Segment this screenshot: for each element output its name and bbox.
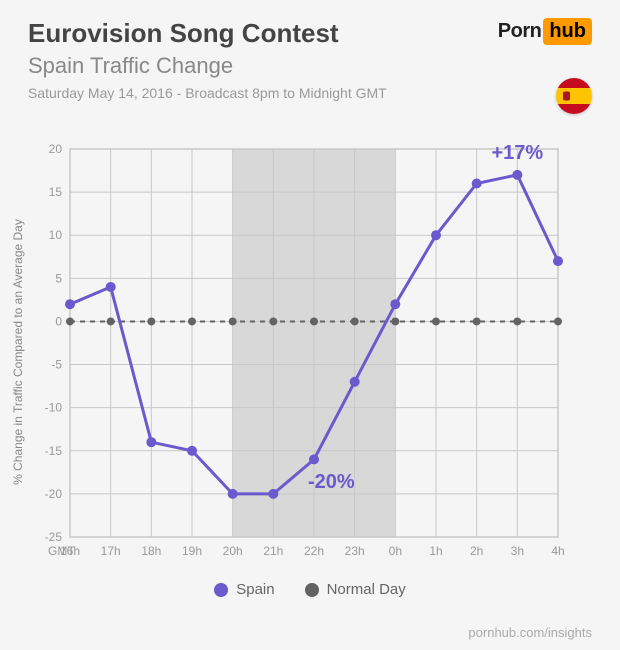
y-tick-label: -15 xyxy=(45,444,63,458)
brand-logo: Porn hub xyxy=(498,18,592,45)
legend-swatch-icon xyxy=(214,583,228,597)
x-tick-label: 19h xyxy=(182,544,202,558)
series-marker xyxy=(188,317,196,325)
series-marker xyxy=(66,317,74,325)
y-tick-label: 5 xyxy=(55,271,62,285)
series-marker xyxy=(146,437,156,447)
series-marker xyxy=(473,317,481,325)
series-marker xyxy=(147,317,155,325)
chart-container: % Change in Traffic Compared to an Avera… xyxy=(28,137,592,567)
legend-label: Normal Day xyxy=(327,581,406,598)
series-marker xyxy=(391,317,399,325)
legend-swatch-icon xyxy=(305,583,319,597)
logo-text-1: Porn xyxy=(498,20,542,43)
legend-label: Spain xyxy=(236,581,274,598)
traffic-chart: -25-20-15-10-50510152016h17h18h19h20h21h… xyxy=(28,137,568,567)
chart-callout: -20% xyxy=(308,471,355,493)
y-tick-label: -25 xyxy=(45,530,63,544)
x-axis-prefix: GMT xyxy=(48,544,75,558)
series-marker xyxy=(106,282,116,292)
x-tick-label: 3h xyxy=(511,544,524,558)
x-tick-label: 18h xyxy=(141,544,161,558)
x-tick-label: 0h xyxy=(389,544,402,558)
series-marker xyxy=(65,299,75,309)
y-tick-label: -10 xyxy=(45,401,63,415)
x-tick-label: 1h xyxy=(429,544,442,558)
series-marker xyxy=(350,377,360,387)
legend-item: Spain xyxy=(214,581,274,598)
header: Eurovision Song Contest Spain Traffic Ch… xyxy=(0,0,620,111)
x-tick-label: 17h xyxy=(101,544,121,558)
series-marker xyxy=(553,256,563,266)
spain-flag-icon xyxy=(556,78,592,114)
series-marker xyxy=(554,317,562,325)
series-marker xyxy=(513,317,521,325)
legend-item: Normal Day xyxy=(305,581,406,598)
x-tick-label: 22h xyxy=(304,544,324,558)
series-marker xyxy=(431,230,441,240)
x-tick-label: 2h xyxy=(470,544,483,558)
series-marker xyxy=(432,317,440,325)
series-marker xyxy=(228,489,238,499)
page-subtitle: Spain Traffic Change xyxy=(28,53,592,79)
series-marker xyxy=(310,317,318,325)
chart-callout: +17% xyxy=(491,142,543,164)
y-tick-label: -5 xyxy=(51,358,62,372)
y-axis-title: % Change in Traffic Compared to an Avera… xyxy=(11,219,25,485)
y-tick-label: 0 xyxy=(55,314,62,328)
series-marker xyxy=(390,299,400,309)
x-tick-label: 20h xyxy=(223,544,243,558)
series-marker xyxy=(309,454,319,464)
series-marker xyxy=(351,317,359,325)
series-marker xyxy=(269,317,277,325)
footer-credit: pornhub.com/insights xyxy=(468,625,592,640)
series-marker xyxy=(268,489,278,499)
series-marker xyxy=(472,178,482,188)
y-tick-label: 15 xyxy=(49,185,63,199)
x-tick-label: 21h xyxy=(263,544,283,558)
y-tick-label: 10 xyxy=(49,228,63,242)
series-marker xyxy=(187,446,197,456)
page-dateline: Saturday May 14, 2016 - Broadcast 8pm to… xyxy=(28,85,592,101)
x-tick-label: 23h xyxy=(345,544,365,558)
logo-text-2: hub xyxy=(543,18,592,45)
y-tick-label: -20 xyxy=(45,487,63,501)
chart-legend: Spain Normal Day xyxy=(0,581,620,598)
y-tick-label: 20 xyxy=(49,142,63,156)
series-marker xyxy=(107,317,115,325)
x-tick-label: 4h xyxy=(551,544,564,558)
series-marker xyxy=(512,170,522,180)
series-marker xyxy=(229,317,237,325)
